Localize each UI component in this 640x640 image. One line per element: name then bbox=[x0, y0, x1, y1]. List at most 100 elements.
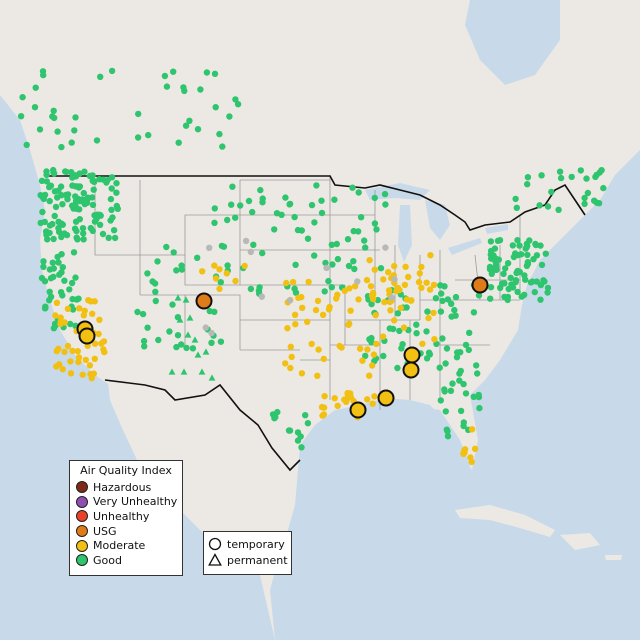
monitor-dot bbox=[247, 285, 255, 293]
monitor-dot bbox=[430, 309, 437, 317]
monitor-dot bbox=[492, 266, 499, 273]
monitor-dot bbox=[427, 252, 434, 259]
monitor-dot bbox=[141, 343, 148, 350]
monitor-dot bbox=[46, 222, 54, 229]
monitor-dot bbox=[513, 269, 520, 277]
monitor-dot bbox=[82, 356, 90, 364]
monitor-dot bbox=[50, 235, 57, 243]
monitor-dot bbox=[96, 221, 104, 228]
monitor-dot bbox=[145, 131, 152, 139]
monitor-dot bbox=[333, 240, 340, 248]
monitor-dot bbox=[286, 427, 294, 434]
monitor-triangle bbox=[180, 368, 188, 375]
monitor-dot bbox=[38, 274, 46, 282]
monitor-dot bbox=[80, 236, 87, 243]
monitor-dot bbox=[518, 293, 525, 300]
monitor-dot bbox=[584, 189, 592, 197]
monitor-dot bbox=[568, 173, 575, 181]
monitor-dot bbox=[38, 177, 46, 184]
monitor-dot bbox=[87, 298, 95, 305]
monitor-dot bbox=[294, 226, 302, 234]
monitor-dot bbox=[504, 296, 511, 304]
monitor-dot bbox=[471, 445, 479, 452]
moderate-swatch-icon bbox=[76, 539, 88, 552]
monitor-dot bbox=[415, 278, 423, 286]
monitor-triangle bbox=[194, 351, 202, 358]
monitor-dot bbox=[298, 370, 306, 377]
monitor-dot bbox=[413, 321, 420, 328]
monitor-dot bbox=[356, 345, 364, 352]
monitor-dot bbox=[63, 168, 70, 176]
aqi-legend-title: Air Quality Index bbox=[80, 464, 172, 477]
monitor-triangle bbox=[186, 314, 194, 321]
monitor-dot bbox=[259, 199, 266, 206]
monitor-dot bbox=[583, 175, 590, 182]
monitor-dot bbox=[468, 426, 476, 433]
monitor-dot bbox=[500, 270, 507, 278]
monitor-dot bbox=[377, 265, 385, 272]
monitor-dot bbox=[524, 260, 532, 267]
monitor-dot bbox=[371, 194, 378, 202]
monitor-dot bbox=[474, 370, 481, 377]
monitor-dot bbox=[581, 200, 588, 208]
legend-item-usg: USG bbox=[70, 524, 182, 539]
legend-item-temporary: temporary bbox=[204, 536, 291, 552]
monitor-dot bbox=[234, 101, 242, 108]
temporary-monitor-circle bbox=[402, 361, 420, 379]
monitor-dot bbox=[592, 173, 599, 181]
monitor-dot bbox=[432, 295, 440, 302]
pacific-ocean bbox=[0, 95, 275, 640]
monitor-dot bbox=[391, 262, 398, 270]
monitor-dot bbox=[419, 340, 426, 347]
monitor-dot bbox=[80, 189, 88, 197]
monitor-dot bbox=[61, 348, 68, 356]
monitor-dot bbox=[598, 167, 605, 174]
monitor-dot bbox=[577, 167, 584, 174]
monitor-dot bbox=[313, 182, 320, 189]
monitor-dot bbox=[70, 249, 78, 256]
monitor-dot bbox=[444, 296, 452, 303]
monitor-dot bbox=[349, 184, 356, 191]
temporary-monitor-circle bbox=[403, 346, 421, 364]
monitor-dot bbox=[76, 305, 83, 312]
monitor-dot bbox=[289, 278, 297, 286]
monitor-dot bbox=[61, 319, 68, 326]
monitor-dot bbox=[79, 371, 86, 378]
monitor-dot bbox=[69, 306, 77, 313]
monitor-dot bbox=[502, 265, 509, 272]
monitor-dot bbox=[387, 307, 394, 314]
monitor-dot bbox=[555, 206, 562, 213]
monitor-dot bbox=[516, 242, 523, 249]
monitor-dot bbox=[113, 189, 120, 196]
monitor-dot bbox=[439, 297, 446, 305]
monitor-dot bbox=[386, 325, 393, 332]
monitor-dot bbox=[286, 201, 293, 208]
monitor-dot bbox=[325, 277, 332, 285]
monitor-dot bbox=[273, 210, 281, 217]
monitor-dot bbox=[154, 258, 161, 265]
monitor-dot bbox=[217, 338, 225, 345]
monitor-dot bbox=[524, 174, 532, 181]
monitor-dot bbox=[321, 393, 328, 400]
monitor-dot bbox=[544, 203, 552, 210]
monitor-dot bbox=[216, 285, 223, 293]
monitor-dot bbox=[89, 201, 97, 209]
monitor-dot bbox=[379, 333, 387, 340]
monitor-dot bbox=[509, 284, 517, 291]
monitor-dot bbox=[216, 130, 223, 138]
monitor-dot bbox=[441, 388, 448, 395]
monitor-dot bbox=[51, 188, 59, 195]
monitor-dot bbox=[512, 278, 519, 286]
monitor-dot bbox=[394, 284, 402, 292]
monitor-dot bbox=[524, 251, 531, 259]
monitor-dot bbox=[510, 253, 518, 261]
temporary-monitor-circle bbox=[78, 327, 96, 345]
monitor-dot bbox=[311, 252, 318, 259]
monitor-dot bbox=[371, 393, 378, 400]
legend-item-hazardous: Hazardous bbox=[70, 480, 182, 495]
monitor-dot bbox=[73, 205, 80, 212]
monitor-dot bbox=[370, 351, 378, 358]
monitor-dot bbox=[149, 278, 156, 285]
monitor-dot bbox=[437, 397, 444, 404]
monitor-dot bbox=[315, 346, 322, 353]
